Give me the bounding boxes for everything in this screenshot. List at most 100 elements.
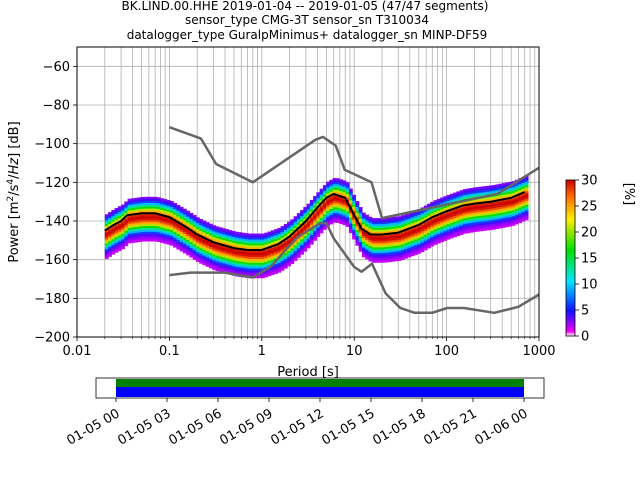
density-cell bbox=[257, 239, 262, 242]
density-cell bbox=[124, 218, 129, 222]
density-cell bbox=[462, 202, 467, 205]
density-cell bbox=[192, 228, 197, 231]
density-cell bbox=[244, 250, 249, 253]
density-cell bbox=[235, 260, 239, 263]
density-cell bbox=[368, 238, 373, 241]
density-cell bbox=[313, 230, 317, 234]
density-cell bbox=[319, 219, 324, 222]
density-cell bbox=[156, 235, 161, 239]
density-cell bbox=[235, 231, 239, 234]
density-cell bbox=[117, 248, 122, 251]
density-cell bbox=[257, 252, 262, 256]
density-cell bbox=[127, 241, 132, 244]
density-cell bbox=[368, 224, 373, 227]
density-cell bbox=[378, 239, 383, 242]
density-cell bbox=[498, 195, 503, 198]
density-cell bbox=[290, 223, 295, 226]
density-cell bbox=[339, 208, 344, 211]
density-cell bbox=[130, 204, 135, 207]
density-cell bbox=[482, 203, 487, 206]
density-cell bbox=[290, 230, 295, 234]
density-cell bbox=[449, 232, 454, 235]
density-cell bbox=[202, 222, 207, 225]
density-cell bbox=[293, 235, 298, 238]
density-cell bbox=[111, 210, 116, 213]
timeline-tick-label: 01-05 00 bbox=[64, 406, 122, 448]
density-cell bbox=[524, 194, 529, 198]
density-cell bbox=[251, 268, 256, 271]
density-cell bbox=[251, 245, 256, 248]
density-cell bbox=[482, 221, 487, 224]
density-cell bbox=[121, 204, 125, 207]
density-cell bbox=[462, 229, 467, 232]
density-cell bbox=[179, 220, 184, 223]
density-cell bbox=[296, 222, 301, 225]
density-cell bbox=[316, 203, 321, 206]
density-cell bbox=[374, 237, 379, 240]
density-cell bbox=[433, 225, 438, 228]
density-cell bbox=[384, 252, 389, 255]
density-cell bbox=[423, 209, 428, 212]
density-cell bbox=[186, 243, 191, 246]
density-cell bbox=[433, 231, 438, 234]
density-cell bbox=[179, 228, 184, 231]
density-cell bbox=[293, 220, 298, 223]
density-cell bbox=[189, 239, 194, 243]
density-cell bbox=[335, 205, 340, 208]
density-cell bbox=[348, 227, 353, 230]
density-cell bbox=[394, 257, 399, 260]
density-cell bbox=[189, 243, 194, 246]
density-cell bbox=[427, 228, 431, 231]
density-cell bbox=[225, 256, 230, 259]
density-cell bbox=[137, 220, 142, 223]
density-cell bbox=[518, 207, 523, 210]
density-cell bbox=[205, 245, 210, 248]
density-cell bbox=[423, 228, 428, 231]
density-cell bbox=[420, 219, 425, 222]
density-cell bbox=[192, 226, 197, 229]
density-cell bbox=[283, 262, 288, 265]
density-cell bbox=[387, 244, 392, 247]
density-cell bbox=[345, 213, 350, 216]
density-cell bbox=[368, 257, 373, 260]
density-cell bbox=[296, 246, 301, 249]
density-cell bbox=[511, 219, 516, 222]
density-cell bbox=[345, 182, 350, 185]
density-cell bbox=[238, 267, 243, 270]
density-cell bbox=[212, 252, 217, 255]
density-cell bbox=[306, 232, 311, 235]
density-cell bbox=[420, 236, 425, 239]
density-cell bbox=[124, 242, 129, 245]
density-cell bbox=[348, 221, 353, 224]
density-cell bbox=[498, 183, 503, 186]
density-cell bbox=[179, 210, 184, 213]
density-cell bbox=[218, 250, 223, 253]
density-cell bbox=[348, 219, 353, 222]
density-cell bbox=[342, 188, 347, 191]
density-cell bbox=[218, 244, 223, 247]
density-cell bbox=[440, 236, 444, 239]
density-cell bbox=[179, 208, 184, 211]
density-cell bbox=[332, 207, 337, 210]
density-cell bbox=[127, 216, 132, 219]
density-cell bbox=[218, 264, 223, 267]
density-cell bbox=[371, 254, 376, 257]
density-cell bbox=[462, 231, 467, 234]
density-cell bbox=[189, 214, 194, 217]
density-cell bbox=[169, 202, 174, 206]
density-cell bbox=[163, 216, 168, 219]
density-cell bbox=[449, 216, 454, 220]
density-cell bbox=[358, 220, 363, 223]
density-cell bbox=[352, 237, 357, 240]
density-cell bbox=[436, 224, 441, 227]
density-cell bbox=[160, 238, 165, 241]
density-cell bbox=[309, 236, 314, 239]
density-cell bbox=[248, 256, 252, 259]
density-cell bbox=[290, 227, 295, 230]
density-cell bbox=[427, 244, 431, 247]
density-cell bbox=[319, 209, 324, 213]
density-cell bbox=[195, 248, 200, 251]
density-cell bbox=[257, 250, 262, 254]
density-cell bbox=[479, 225, 483, 228]
density-cell bbox=[394, 241, 399, 244]
